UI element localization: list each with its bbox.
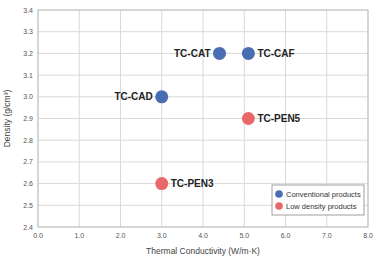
- y-tick-label: 2.4: [23, 224, 33, 231]
- y-tick-label: 3.1: [23, 72, 33, 79]
- point: [242, 112, 255, 125]
- grid: [38, 10, 368, 227]
- x-tick-label: 2.0: [116, 232, 126, 239]
- y-tick-label: 3.2: [23, 50, 33, 57]
- y-grid-line: [38, 31, 368, 32]
- point: [155, 177, 168, 190]
- legend: Conventional products Low density product…: [272, 185, 364, 215]
- y-tick-label: 2.6: [23, 180, 33, 187]
- x-axis-title: Thermal Conductivity (W/m·K): [146, 246, 260, 256]
- chart: 0.0 1.0 2.0 3.0 4.0 5.0 6.0 7.0 8.0 2.4 2.5 2.6 2.7 2…: [0, 0, 374, 262]
- plot-frame: [38, 10, 368, 227]
- y-tick-label: 2.8: [23, 137, 33, 144]
- x-tick-label: 4.0: [198, 232, 208, 239]
- legend-label: Conventional products: [286, 190, 361, 199]
- point-label: TC-PEN5: [257, 113, 300, 124]
- x-tick-label: 5.0: [239, 232, 249, 239]
- point: [242, 47, 255, 60]
- legend-label: Low density products: [286, 202, 357, 211]
- y-tick-label: 3.3: [23, 28, 33, 35]
- y-tick-label: 2.5: [23, 202, 33, 209]
- y-grid-line: [38, 140, 368, 141]
- y-grid-line: [38, 118, 368, 119]
- y-grid-line: [38, 96, 368, 97]
- point: [155, 90, 168, 103]
- y-tick-label: 3.4: [23, 7, 33, 14]
- y-grid-line: [38, 75, 368, 76]
- x-tick-label: 3.0: [157, 232, 167, 239]
- point: [213, 47, 226, 60]
- legend-marker: [275, 190, 283, 198]
- y-tick-label: 2.7: [23, 158, 33, 165]
- x-tick-label: 7.0: [322, 232, 332, 239]
- y-tick-label: 2.9: [23, 115, 33, 122]
- point-label: TC-PEN3: [171, 178, 214, 189]
- point-label: TC-CAT: [174, 48, 210, 59]
- y-grid-line: [38, 161, 368, 162]
- x-tick-label: 1.0: [74, 232, 84, 239]
- x-tick-label: 6.0: [281, 232, 291, 239]
- legend-marker: [275, 202, 283, 210]
- points: [155, 47, 255, 190]
- x-tick-label: 0.0: [33, 232, 43, 239]
- legend-box: [272, 185, 364, 215]
- y-tick-label: 3.0: [23, 93, 33, 100]
- x-tick-label: 8.0: [363, 232, 373, 239]
- point-label: TC-CAF: [257, 48, 294, 59]
- point-label: TC-CAD: [114, 91, 152, 102]
- y-axis-title: Density (g/cm³): [2, 90, 12, 148]
